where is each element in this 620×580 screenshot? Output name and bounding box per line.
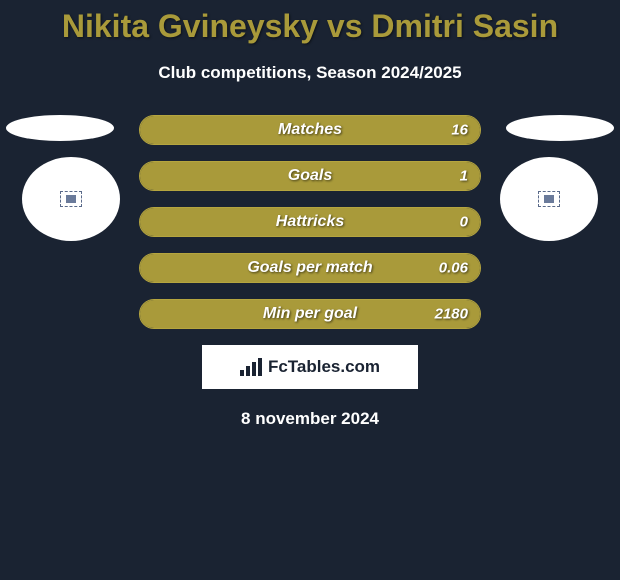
stat-value: 16 (451, 122, 468, 139)
stat-label: Goals per match (247, 259, 372, 277)
page-title: Nikita Gvineysky vs Dmitri Sasin (0, 0, 620, 45)
flag-placeholder-icon (538, 191, 560, 207)
player-left-ellipse (6, 115, 114, 141)
flag-placeholder-icon (60, 191, 82, 207)
stat-label: Min per goal (263, 305, 357, 323)
stat-label: Matches (278, 121, 342, 139)
brand-text: FcTables.com (268, 357, 380, 377)
subtitle: Club competitions, Season 2024/2025 (0, 63, 620, 83)
stats-panel: Matches 16 Goals 1 Hattricks 0 Goals per… (0, 115, 620, 429)
stat-value: 1 (460, 168, 468, 185)
stat-bar: Goals 1 (139, 161, 481, 191)
brand-logo: FcTables.com (202, 345, 418, 389)
stat-bar: Hattricks 0 (139, 207, 481, 237)
stat-label: Goals (288, 167, 332, 185)
player-right-ellipse (506, 115, 614, 141)
bar-chart-icon (240, 358, 262, 376)
stat-value: 0.06 (439, 260, 468, 277)
stat-bars: Matches 16 Goals 1 Hattricks 0 Goals per… (139, 115, 481, 329)
stat-bar: Goals per match 0.06 (139, 253, 481, 283)
player-right-avatar (500, 157, 598, 241)
stat-value: 2180 (435, 306, 468, 323)
stat-value: 0 (460, 214, 468, 231)
stat-bar: Min per goal 2180 (139, 299, 481, 329)
player-left-avatar (22, 157, 120, 241)
date-text: 8 november 2024 (0, 409, 620, 429)
stat-bar: Matches 16 (139, 115, 481, 145)
stat-label: Hattricks (276, 213, 344, 231)
